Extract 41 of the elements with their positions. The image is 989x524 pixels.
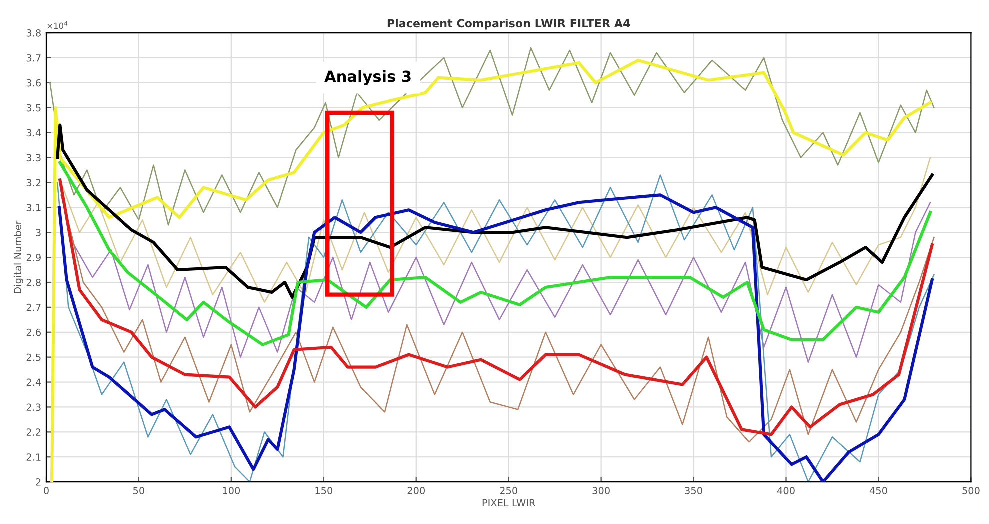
x-tick-label: 200 xyxy=(408,487,425,494)
y-tick-label: 2.6 xyxy=(26,328,42,336)
text: ×10$^{4}$ xyxy=(48,22,68,30)
y-tick-label: 2.7 xyxy=(26,304,41,312)
x-tick-label: 100 xyxy=(223,487,240,494)
annotation: Analysis 3 xyxy=(324,70,411,86)
line-series xyxy=(50,58,932,482)
x-tick-label: 50 xyxy=(134,487,144,494)
y-tick-label: 2.2 xyxy=(26,428,41,436)
line-series xyxy=(58,161,932,346)
y-tick-label: 2.4 xyxy=(26,378,42,386)
line-series xyxy=(56,124,934,299)
y-tick-label: 2.1 xyxy=(26,454,41,461)
y-tick-label: 3 xyxy=(36,229,41,236)
y-tick-label: 2.5 xyxy=(26,354,41,362)
y-tick-label: 2.9 xyxy=(26,254,41,262)
y-tick-label: 2.8 xyxy=(26,278,41,286)
x-tick-label: 300 xyxy=(592,487,610,494)
x-axis-title: PIXEL LWIR xyxy=(482,499,536,507)
x-tick-label: 150 xyxy=(316,487,333,494)
x-tick-label: 400 xyxy=(777,487,795,494)
y-tick-label: 3.4 xyxy=(26,129,42,137)
y-tick-label: 3.8 xyxy=(26,29,41,37)
y-tick-label: 2 xyxy=(36,478,41,486)
y-tick-label: 3.3 xyxy=(26,154,41,162)
line-series xyxy=(50,47,935,226)
y-tick-label: 3.5 xyxy=(26,104,41,112)
y-tick-label: 3.1 xyxy=(26,204,41,212)
x-tick-label: 350 xyxy=(685,487,702,494)
y-tick-label: 2.3 xyxy=(26,404,41,412)
y-tick-label: 3.7 xyxy=(26,54,41,62)
line-series xyxy=(60,194,932,363)
line-series xyxy=(60,157,932,304)
x-tick-label: 500 xyxy=(962,487,980,494)
y-tick-label: 3.2 xyxy=(26,179,41,187)
y-axis-title: Digital Number xyxy=(14,220,24,294)
x-tick-label: 0 xyxy=(44,487,49,494)
y-tick-label: 3.6 xyxy=(26,79,42,87)
chart-title: Placement Comparison LWIR FILTER A4 xyxy=(388,19,630,30)
x-tick-label: 450 xyxy=(870,487,888,494)
x-tick-label: 250 xyxy=(500,487,518,494)
